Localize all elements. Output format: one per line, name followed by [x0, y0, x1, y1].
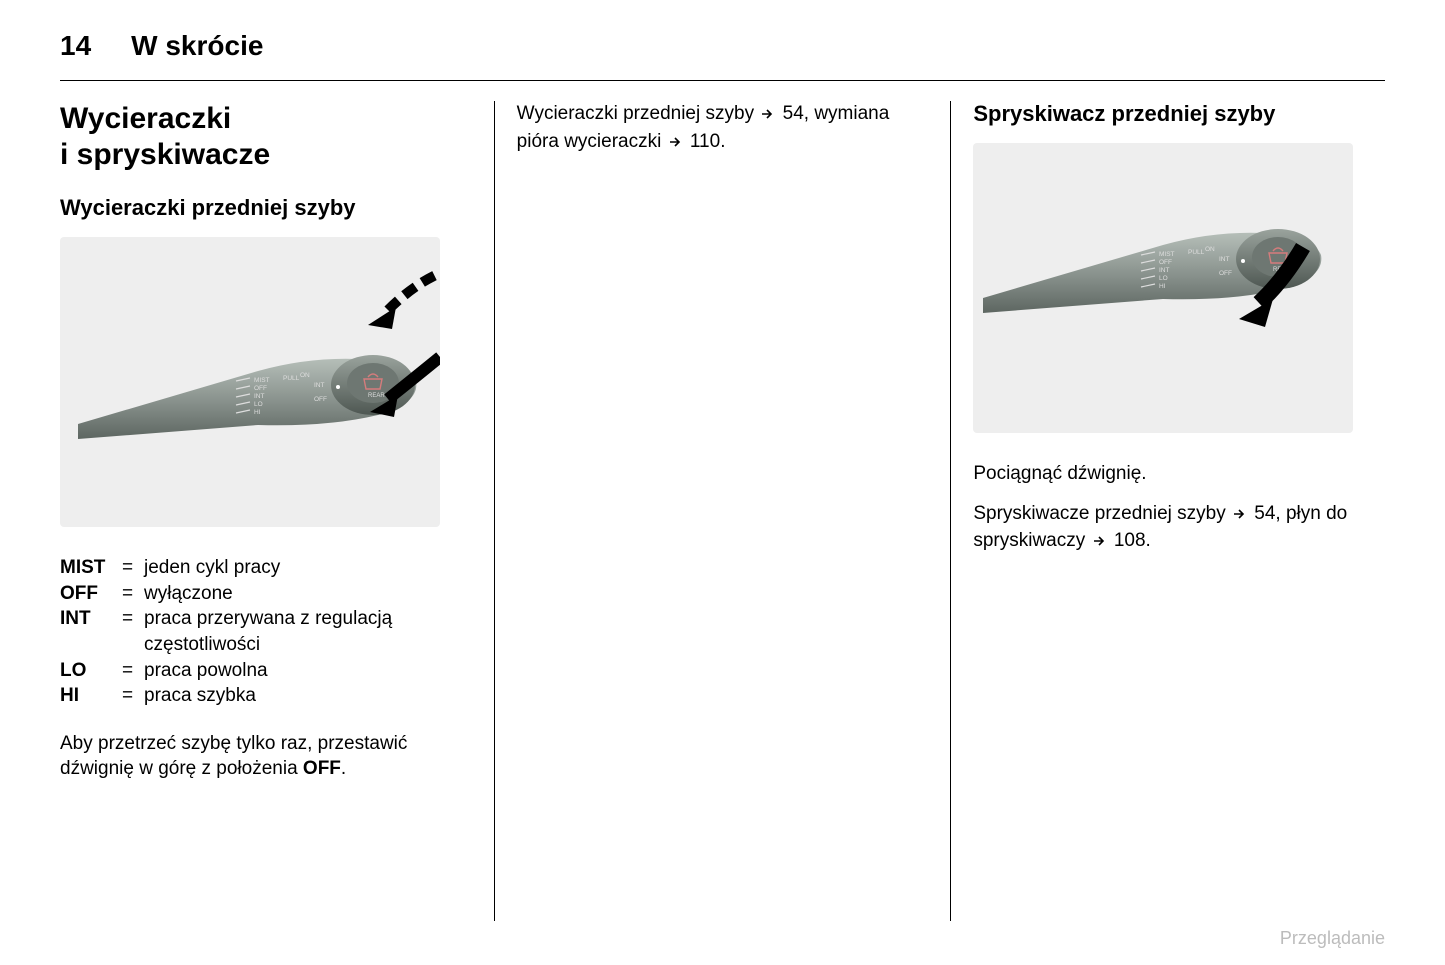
note-bold: OFF	[303, 758, 341, 779]
ref-text: .	[1146, 530, 1151, 551]
svg-text:PULL: PULL	[1188, 249, 1205, 256]
mode-val: jeden cykl pracy	[144, 555, 472, 581]
mode-row: MIST = jeden cykl pracy	[60, 555, 472, 581]
svg-text:OFF: OFF	[1159, 259, 1172, 266]
arrow-pull-down-icon	[1231, 241, 1321, 331]
figure-wiper-stalk-rotate: REAR MIST OFF INT	[60, 237, 440, 527]
ref-text: Wycieraczki przedniej szyby	[517, 103, 760, 124]
ref-number: 110	[690, 131, 720, 152]
mode-eq: =	[122, 555, 144, 581]
mode-val: praca przerywana z regulacją częstotliwo…	[144, 606, 472, 657]
mode-key: INT	[60, 606, 122, 632]
page-ref-icon	[1233, 503, 1247, 529]
mode-key: HI	[60, 683, 122, 709]
svg-text:HI: HI	[254, 409, 261, 416]
note-text-post: .	[341, 758, 346, 779]
svg-text:INT: INT	[1159, 267, 1170, 274]
ref-number: 108	[1114, 530, 1146, 551]
cross-reference-text: Wycieraczki przedniej szyby 54, wymiana …	[517, 101, 929, 156]
mode-row: INT = praca przerywana z regulacją częst…	[60, 606, 472, 657]
arrow-rotate-down-icon	[358, 347, 440, 417]
svg-text:INT: INT	[254, 393, 265, 400]
manual-page: 14 W skrócie Wycieraczki i spryskiwacze …	[0, 0, 1445, 965]
svg-text:PULL: PULL	[283, 375, 300, 382]
page-ref-icon	[761, 103, 775, 129]
ref-text: Spryskiwacze przedniej szyby	[973, 503, 1231, 524]
chapter-title: W skrócie	[131, 30, 263, 62]
wiper-mode-list: MIST = jeden cykl pracy OFF = wyłączone …	[60, 555, 472, 709]
column-middle: Wycieraczki przedniej szyby 54, wymiana …	[494, 101, 952, 921]
page-ref-icon	[1093, 530, 1107, 556]
subsection-heading: Wycieraczki przedniej szyby	[60, 195, 472, 221]
arrow-rotate-up-icon	[358, 255, 440, 335]
svg-text:INT: INT	[1219, 256, 1230, 263]
mode-row: LO = praca powolna	[60, 658, 472, 684]
washer-references: Spryskiwacze przedniej szyby 54, płyn do…	[973, 501, 1385, 556]
ref-number: 54	[1254, 503, 1275, 524]
heading-line2: i spryskiwacze	[60, 138, 270, 171]
page-header: 14 W skrócie	[60, 30, 1385, 81]
svg-text:MIST: MIST	[1159, 251, 1175, 258]
mode-eq: =	[122, 683, 144, 709]
svg-text:OFF: OFF	[254, 385, 267, 392]
mode-eq: =	[122, 581, 144, 607]
heading-line1: Wycieraczki	[60, 102, 231, 135]
page-ref-icon	[669, 131, 683, 157]
column-left: Wycieraczki i spryskiwacze Wycieraczki p…	[60, 101, 494, 921]
svg-text:MIST: MIST	[254, 377, 270, 384]
page-number: 14	[60, 30, 91, 62]
mode-eq: =	[122, 658, 144, 684]
mode-key: OFF	[60, 581, 122, 607]
washer-instruction: Pociągnąć dźwignię.	[973, 461, 1385, 487]
mode-val: praca szybka	[144, 683, 472, 709]
mode-row: OFF = wyłączone	[60, 581, 472, 607]
wiper-note: Aby przetrzeć szybę tylko raz, przestawi…	[60, 731, 472, 782]
svg-text:LO: LO	[254, 401, 263, 408]
ref-number: 54	[783, 103, 804, 124]
section-heading: Wycieraczki i spryskiwacze	[60, 101, 472, 173]
ref-text: .	[720, 131, 725, 152]
svg-text:HI: HI	[1159, 283, 1166, 290]
content-columns: Wycieraczki i spryskiwacze Wycieraczki p…	[60, 101, 1385, 921]
mode-key: MIST	[60, 555, 122, 581]
mode-row: HI = praca szybka	[60, 683, 472, 709]
svg-text:LO: LO	[1159, 275, 1168, 282]
mode-key: LO	[60, 658, 122, 684]
svg-text:ON: ON	[1205, 246, 1215, 253]
figure-washer-stalk-pull: REAR MIST OFF INT LO	[973, 143, 1353, 433]
svg-text:ON: ON	[300, 372, 310, 379]
svg-text:OFF: OFF	[314, 396, 327, 403]
mode-val: wyłączone	[144, 581, 472, 607]
note-text-pre: Aby przetrzeć szybę tylko raz, przestawi…	[60, 733, 407, 780]
mode-val: praca powolna	[144, 658, 472, 684]
column-right: Spryskiwacz przedniej szyby	[951, 101, 1385, 921]
footer-label: Przeglądanie	[1280, 928, 1385, 949]
subsection-heading: Spryskiwacz przedniej szyby	[973, 101, 1385, 127]
mode-eq: =	[122, 606, 144, 632]
svg-text:INT: INT	[314, 382, 325, 389]
